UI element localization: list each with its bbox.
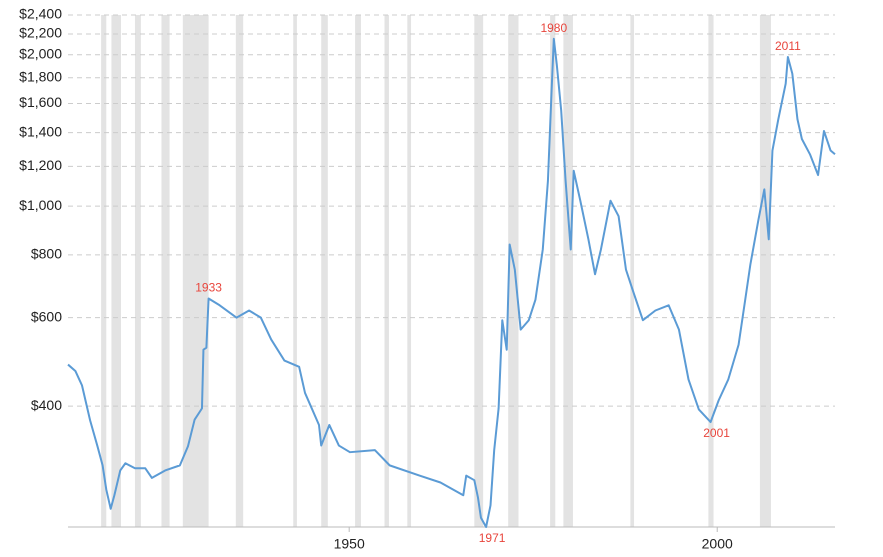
annotation: 2011 bbox=[775, 39, 801, 53]
recession-band bbox=[321, 15, 328, 527]
recession-band bbox=[235, 15, 244, 527]
y-tick-label: $1,400 bbox=[19, 123, 62, 139]
recession-band bbox=[563, 15, 573, 527]
recession-band bbox=[384, 15, 389, 527]
recession-band bbox=[407, 15, 412, 527]
recession-band bbox=[182, 15, 209, 527]
recession-band bbox=[134, 15, 141, 527]
y-tick-label: $600 bbox=[31, 308, 62, 324]
y-tick-label: $1,800 bbox=[19, 69, 62, 85]
recession-band bbox=[293, 15, 297, 527]
recession-band bbox=[355, 15, 361, 527]
price-line bbox=[67, 37, 836, 528]
recession-band bbox=[111, 15, 121, 527]
recession-band bbox=[101, 15, 107, 527]
y-tick-label: $2,200 bbox=[19, 25, 62, 41]
y-tick-label: $800 bbox=[31, 246, 62, 262]
y-tick-label: $400 bbox=[31, 397, 62, 413]
recession-band bbox=[161, 15, 170, 527]
x-tick-label: 2000 bbox=[702, 536, 733, 552]
recession-band bbox=[550, 15, 556, 527]
recession-band bbox=[630, 15, 635, 527]
y-tick-label: $2,400 bbox=[19, 6, 62, 22]
y-tick-label: $1,000 bbox=[19, 197, 62, 213]
y-tick-label: $1,600 bbox=[19, 94, 62, 110]
recession-band bbox=[508, 15, 519, 527]
recession-band bbox=[759, 15, 771, 527]
y-tick-label: $1,200 bbox=[19, 157, 62, 173]
annotation: 2001 bbox=[703, 426, 730, 440]
y-tick-label: $2,000 bbox=[19, 46, 62, 62]
annotation: 1933 bbox=[195, 281, 222, 295]
recession-band bbox=[474, 15, 484, 527]
recession-band bbox=[708, 15, 714, 527]
annotation: 1980 bbox=[540, 21, 567, 35]
annotation: 1971 bbox=[479, 531, 506, 545]
x-tick-label: 1950 bbox=[334, 536, 365, 552]
